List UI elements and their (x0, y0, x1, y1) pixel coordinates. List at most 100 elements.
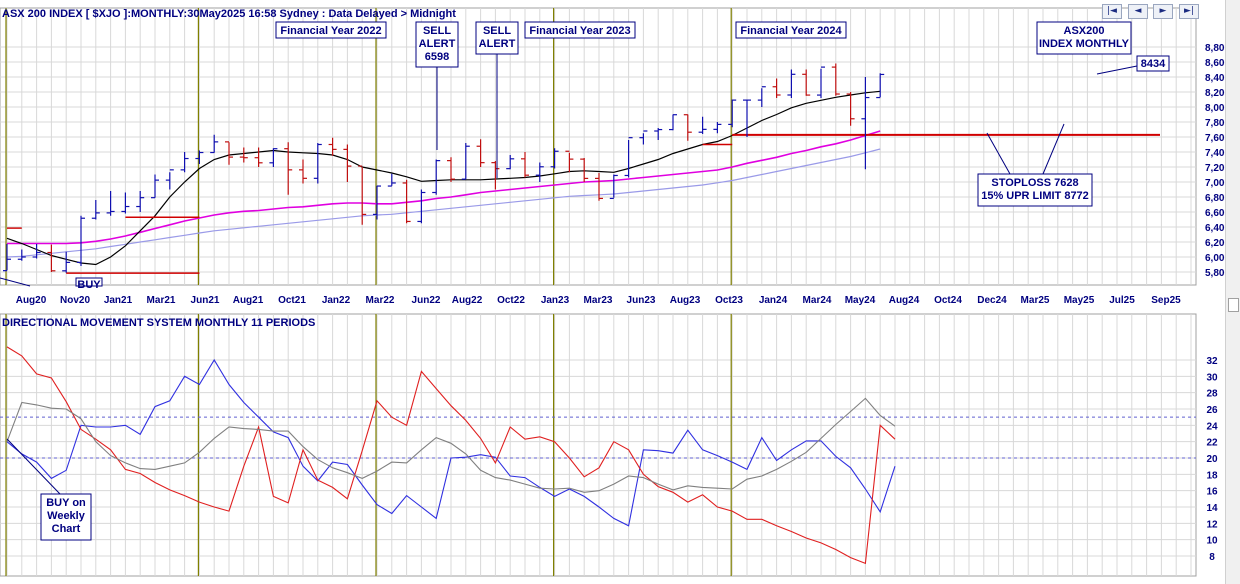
ohlc-bars (3, 63, 885, 273)
sell-alert-1-text: ALERT (419, 38, 456, 50)
x-tick-label: Jul25 (1109, 295, 1135, 306)
dms-y-tick-label: 32 (1206, 356, 1218, 367)
last-value-box (1136, 55, 1170, 72)
dms-y-tick-label: 14 (1206, 503, 1218, 514)
x-tick-label: Dec24 (977, 295, 1007, 306)
price-y-tick-label: 8,000 (1205, 103, 1226, 114)
sell-alert-1-box (415, 21, 459, 68)
x-tick-label: Aug23 (670, 295, 701, 306)
stoploss-label-box (977, 173, 1093, 207)
dms-y-tick-label: 24 (1206, 421, 1218, 432)
vertical-scrollbar[interactable] (1225, 0, 1240, 584)
stoploss-label-text: 15% UPR LIMIT 8772 (981, 190, 1089, 202)
scrollbar-thumb[interactable] (1228, 298, 1239, 312)
dms-panel-frame (0, 313, 1197, 577)
sma-slow-line (6, 148, 881, 258)
annotations: Financial Year 2022 Financial Year 2023 Fi… (0, 21, 1138, 541)
asx200-label-text: ASX200 (1064, 25, 1105, 37)
sell-alert-1-text: SELL (423, 25, 451, 37)
x-tick-label: May25 (1064, 295, 1095, 306)
price-panel-frame (0, 7, 1197, 286)
x-tick-label: Jan23 (541, 295, 570, 306)
upper-limit-pointer (1042, 123, 1065, 175)
x-tick-label: Aug20 (16, 295, 47, 306)
x-tick-label: Jun22 (412, 295, 441, 306)
price-y-tick-label: 7,800 (1205, 118, 1226, 129)
x-tick-label: Sep25 (1151, 295, 1181, 306)
x-tick-label: Nov20 (60, 295, 90, 306)
x-tick-label: May24 (845, 295, 876, 306)
nav-first-button[interactable]: |◄ (1102, 4, 1122, 19)
price-y-tick-label: 6,200 (1205, 238, 1226, 249)
price-y-tick-label: 6,800 (1205, 193, 1226, 204)
x-tick-label: Oct22 (497, 295, 525, 306)
price-y-tick-label: 8,200 (1205, 88, 1226, 99)
chart-title: ASX 200 INDEX [ $XJO ]:MONTHLY:30May2025… (2, 8, 456, 20)
x-tick-label: Mar21 (147, 295, 176, 306)
fy2024-label-box (735, 21, 847, 39)
price-y-tick-label: 7,600 (1205, 133, 1226, 144)
x-tick-label: Mar22 (366, 295, 395, 306)
sell-alert-1-text: 6598 (425, 51, 449, 63)
asx200-label-text: INDEX MONTHLY (1039, 38, 1130, 50)
x-tick-label: Aug24 (889, 295, 920, 306)
x-tick-label: Jan24 (759, 295, 788, 306)
last-value-label: 8434 (1141, 58, 1166, 70)
x-tick-label: Mar25 (1021, 295, 1050, 306)
x-tick-label: Oct23 (715, 295, 743, 306)
dms-y-tick-label: 8 (1209, 552, 1215, 563)
price-y-tick-label: 6,400 (1205, 223, 1226, 234)
fy2024-label-text: Financial Year 2024 (740, 25, 842, 37)
dms-lines (0, 346, 1196, 565)
x-tick-label: Aug22 (452, 295, 483, 306)
nav-prev-button[interactable]: ◄ (1128, 4, 1148, 19)
dms-y-tick-label: 10 (1206, 536, 1218, 547)
stoploss-pointer (986, 132, 1011, 175)
x-tick-label: Oct21 (278, 295, 306, 306)
dms-y-tick-label: 12 (1206, 519, 1218, 530)
price-y-tick-label: 6,000 (1205, 253, 1226, 264)
price-y-tick-label: 8,400 (1205, 73, 1226, 84)
x-tick-label: Jun21 (191, 295, 220, 306)
axis-labels: Aug20 Nov20 Jan21 Mar21 Jun21 Aug21 Oct21 Jan22… (16, 43, 1226, 563)
price-y-tick-label: 7,400 (1205, 148, 1226, 159)
nav-next-button[interactable]: ► (1153, 4, 1173, 19)
price-y-tick-label: 5,800 (1205, 268, 1226, 279)
buy-label-box (75, 277, 103, 287)
buy-pointer (0, 277, 31, 287)
x-tick-label: Mar24 (803, 295, 832, 306)
year-markers (5, 8, 732, 576)
sell-alert-2-text: SELL (483, 25, 511, 37)
dms-y-tick-label: 28 (1206, 389, 1218, 400)
x-tick-label: Aug21 (233, 295, 264, 306)
sell-alert-2-box (475, 21, 519, 55)
fy2023-label-box (524, 21, 636, 39)
x-tick-label: Jan21 (104, 295, 133, 306)
x-tick-label: Jan22 (322, 295, 351, 306)
dms-di-plus-line (6, 358, 896, 527)
asx200-label-box (1036, 21, 1132, 55)
buy-label-text: BUY (77, 279, 101, 291)
price-y-tick-label: 8,600 (1205, 58, 1226, 69)
last-value-pointer (1096, 65, 1138, 75)
fy2022-label-box (275, 21, 387, 39)
dms-title: DIRECTIONAL MOVEMENT SYSTEM MONTHLY 11 P… (2, 317, 315, 329)
dms-y-tick-label: 22 (1206, 438, 1218, 449)
buy-weekly-label-text: Weekly (47, 510, 86, 522)
sell-alert-2-text: ALERT (479, 38, 516, 50)
dms-y-tick-label: 30 (1206, 372, 1218, 383)
dms-y-tick-label: 18 (1206, 470, 1218, 481)
buy-weekly-label-text: Chart (52, 523, 81, 535)
x-tick-label: Mar23 (584, 295, 613, 306)
dms-y-tick-label: 26 (1206, 405, 1218, 416)
sma-mid-line (7, 130, 881, 245)
buy-weekly-pointer (6, 438, 61, 495)
buy-weekly-label-text: BUY on (46, 497, 86, 509)
price-y-tick-label: 7,200 (1205, 163, 1226, 174)
fy2022-label-text: Financial Year 2022 (280, 25, 381, 37)
fy2023-label-text: Financial Year 2023 (529, 25, 630, 37)
nav-last-button[interactable]: ►| (1179, 4, 1199, 19)
dms-adx-line (6, 397, 896, 493)
price-y-tick-label: 7,000 (1205, 178, 1226, 189)
